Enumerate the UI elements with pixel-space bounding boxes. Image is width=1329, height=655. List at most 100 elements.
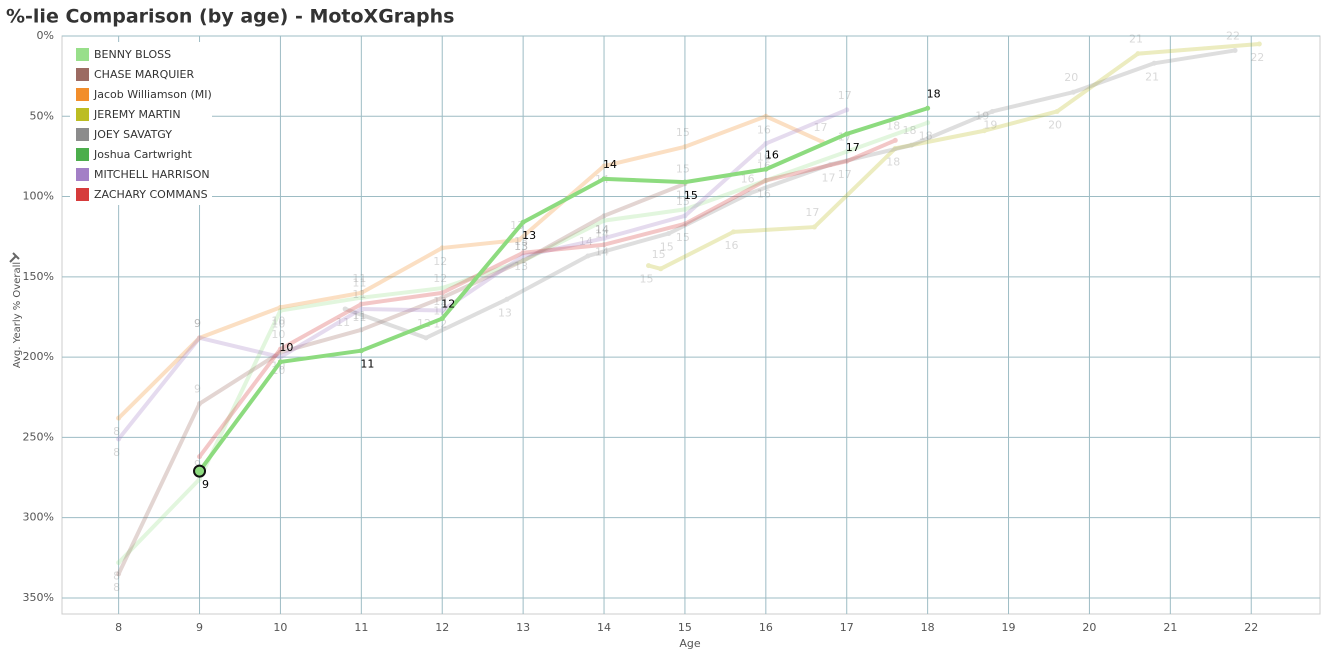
data-point <box>277 349 283 355</box>
legend-swatch <box>76 168 89 181</box>
legend-label[interactable]: CHASE MARQUIER <box>94 68 194 81</box>
data-point <box>439 316 445 322</box>
x-tick-label: 10 <box>273 621 287 634</box>
data-point <box>277 308 283 314</box>
data-point <box>682 213 688 219</box>
point-label: 14 <box>579 235 593 248</box>
x-tick-label: 12 <box>435 621 449 634</box>
x-tick-label: 14 <box>597 621 611 634</box>
point-label: 11 <box>360 358 374 371</box>
point-label: 9 <box>194 383 201 396</box>
y-tick-label: 50% <box>30 109 54 122</box>
data-point <box>358 290 364 296</box>
legend-swatch <box>76 128 89 141</box>
highlight-marker <box>193 464 207 478</box>
legend-label[interactable]: BENNY BLOSS <box>94 48 171 61</box>
point-label: 13 <box>498 306 512 319</box>
legend-label[interactable]: Joshua Cartwright <box>93 148 193 161</box>
point-label: 13 <box>514 260 528 273</box>
y-tick-label: 250% <box>23 430 54 443</box>
point-label: 12 <box>441 298 455 311</box>
data-point <box>520 219 526 225</box>
point-label: 15 <box>676 188 690 201</box>
point-label: 19 <box>983 118 997 131</box>
data-point <box>763 141 769 147</box>
y-tick-label: 0% <box>37 29 54 42</box>
point-label: 13 <box>514 240 528 253</box>
legend-label[interactable]: JEREMY MARTIN <box>93 108 181 121</box>
data-point <box>925 105 931 111</box>
pin-icon[interactable] <box>9 252 20 263</box>
y-tick-label: 300% <box>23 511 54 524</box>
point-label: 18 <box>919 130 933 143</box>
point-label: 18 <box>886 155 900 168</box>
data-point <box>277 346 283 352</box>
data-point <box>358 306 364 312</box>
data-point <box>601 235 607 241</box>
legend-box <box>70 42 212 205</box>
series-line <box>648 42 1260 271</box>
data-point <box>682 144 688 150</box>
legend-label[interactable]: MITCHELL HARRISON <box>94 168 210 181</box>
data-point <box>892 145 898 151</box>
data-point <box>116 436 122 442</box>
data-point <box>658 266 664 272</box>
point-label: 11 <box>352 277 366 290</box>
data-point <box>981 128 987 134</box>
point-label: 9 <box>202 478 209 491</box>
point-label: 12 <box>433 255 447 268</box>
data-point <box>730 229 736 235</box>
data-point <box>197 476 203 482</box>
legend-label[interactable]: Jacob Williamson (MI) <box>93 88 212 101</box>
legend-swatch <box>76 68 89 81</box>
data-point <box>585 253 591 259</box>
y-tick-label: 100% <box>23 190 54 203</box>
data-point <box>504 296 510 302</box>
legend-label[interactable]: ZACHARY COMMANS <box>94 188 208 201</box>
x-tick-label: 15 <box>678 621 692 634</box>
x-axis-label: Age <box>679 637 701 650</box>
data-point <box>844 158 850 164</box>
point-label: 17 <box>813 121 827 134</box>
data-point <box>601 218 607 224</box>
data-point <box>1256 41 1262 47</box>
x-tick-label: 22 <box>1244 621 1258 634</box>
point-label: 12 <box>433 295 447 308</box>
series-line <box>117 120 929 565</box>
point-label: 8 <box>113 446 120 459</box>
point-label: 8 <box>113 570 120 583</box>
data-point <box>925 120 931 126</box>
x-tick-label: 21 <box>1163 621 1177 634</box>
data-point <box>601 176 607 182</box>
point-label: 10 <box>271 328 285 341</box>
x-tick-label: 11 <box>354 621 368 634</box>
data-point <box>439 285 445 291</box>
x-tick-label: 16 <box>759 621 773 634</box>
data-point <box>682 221 688 227</box>
point-label: 20 <box>1064 71 1078 84</box>
series-line <box>344 48 1236 340</box>
data-point <box>601 163 607 169</box>
point-label: 9 <box>194 317 201 330</box>
point-label: 11 <box>336 316 350 329</box>
data-point <box>358 295 364 301</box>
series: 11 12 13 14 15 16 17 18 19 20 21 22 <box>336 29 1240 341</box>
x-tick-label: 8 <box>115 621 122 634</box>
point-label: 15 <box>660 240 674 253</box>
series-line <box>117 114 824 420</box>
point-label: 13 <box>510 219 524 232</box>
series: 9 10 11 12 13 14 15 16 17 18 <box>194 119 900 476</box>
point-label: 10 <box>271 314 285 327</box>
point-label: 8 <box>113 425 120 438</box>
data-point <box>666 230 672 236</box>
point-label: 18 <box>927 87 941 100</box>
point-label: 12 <box>433 272 447 285</box>
point-label: 11 <box>352 288 366 301</box>
legend-swatch <box>76 188 89 201</box>
data-point <box>423 335 429 341</box>
data-point <box>747 190 753 196</box>
data-point <box>989 108 995 114</box>
data-point <box>439 295 445 301</box>
legend-label[interactable]: JOEY SAVATGY <box>93 128 172 141</box>
data-point <box>763 178 769 183</box>
